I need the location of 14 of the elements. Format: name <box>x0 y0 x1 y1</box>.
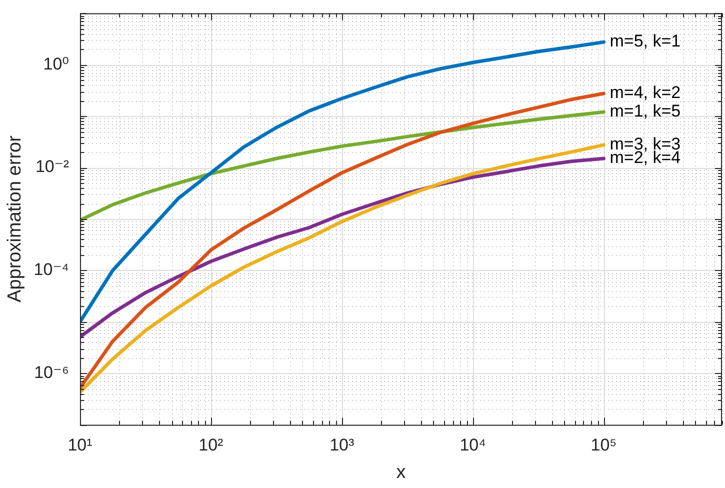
series-label: m=4, k=2 <box>610 83 681 102</box>
y-tick-label: 10⁻⁴ <box>34 260 69 280</box>
x-tick-label: 10⁴ <box>460 436 486 455</box>
x-axis-title: x <box>396 462 406 483</box>
x-tick-label: 10¹ <box>68 436 93 455</box>
y-tick-label: 10⁻² <box>35 157 70 176</box>
series-label: m=1, k=5 <box>610 102 681 121</box>
y-axis-title: Approximation error <box>4 134 26 302</box>
x-tick-label: 10⁵ <box>590 436 617 455</box>
series-label: m=5, k=1 <box>610 32 681 51</box>
x-tick-label: 10³ <box>330 436 354 455</box>
y-tick-label: 10⁰ <box>43 54 70 74</box>
y-tick-label: 10⁻⁶ <box>34 363 69 382</box>
x-tick-label: 10² <box>198 436 224 455</box>
